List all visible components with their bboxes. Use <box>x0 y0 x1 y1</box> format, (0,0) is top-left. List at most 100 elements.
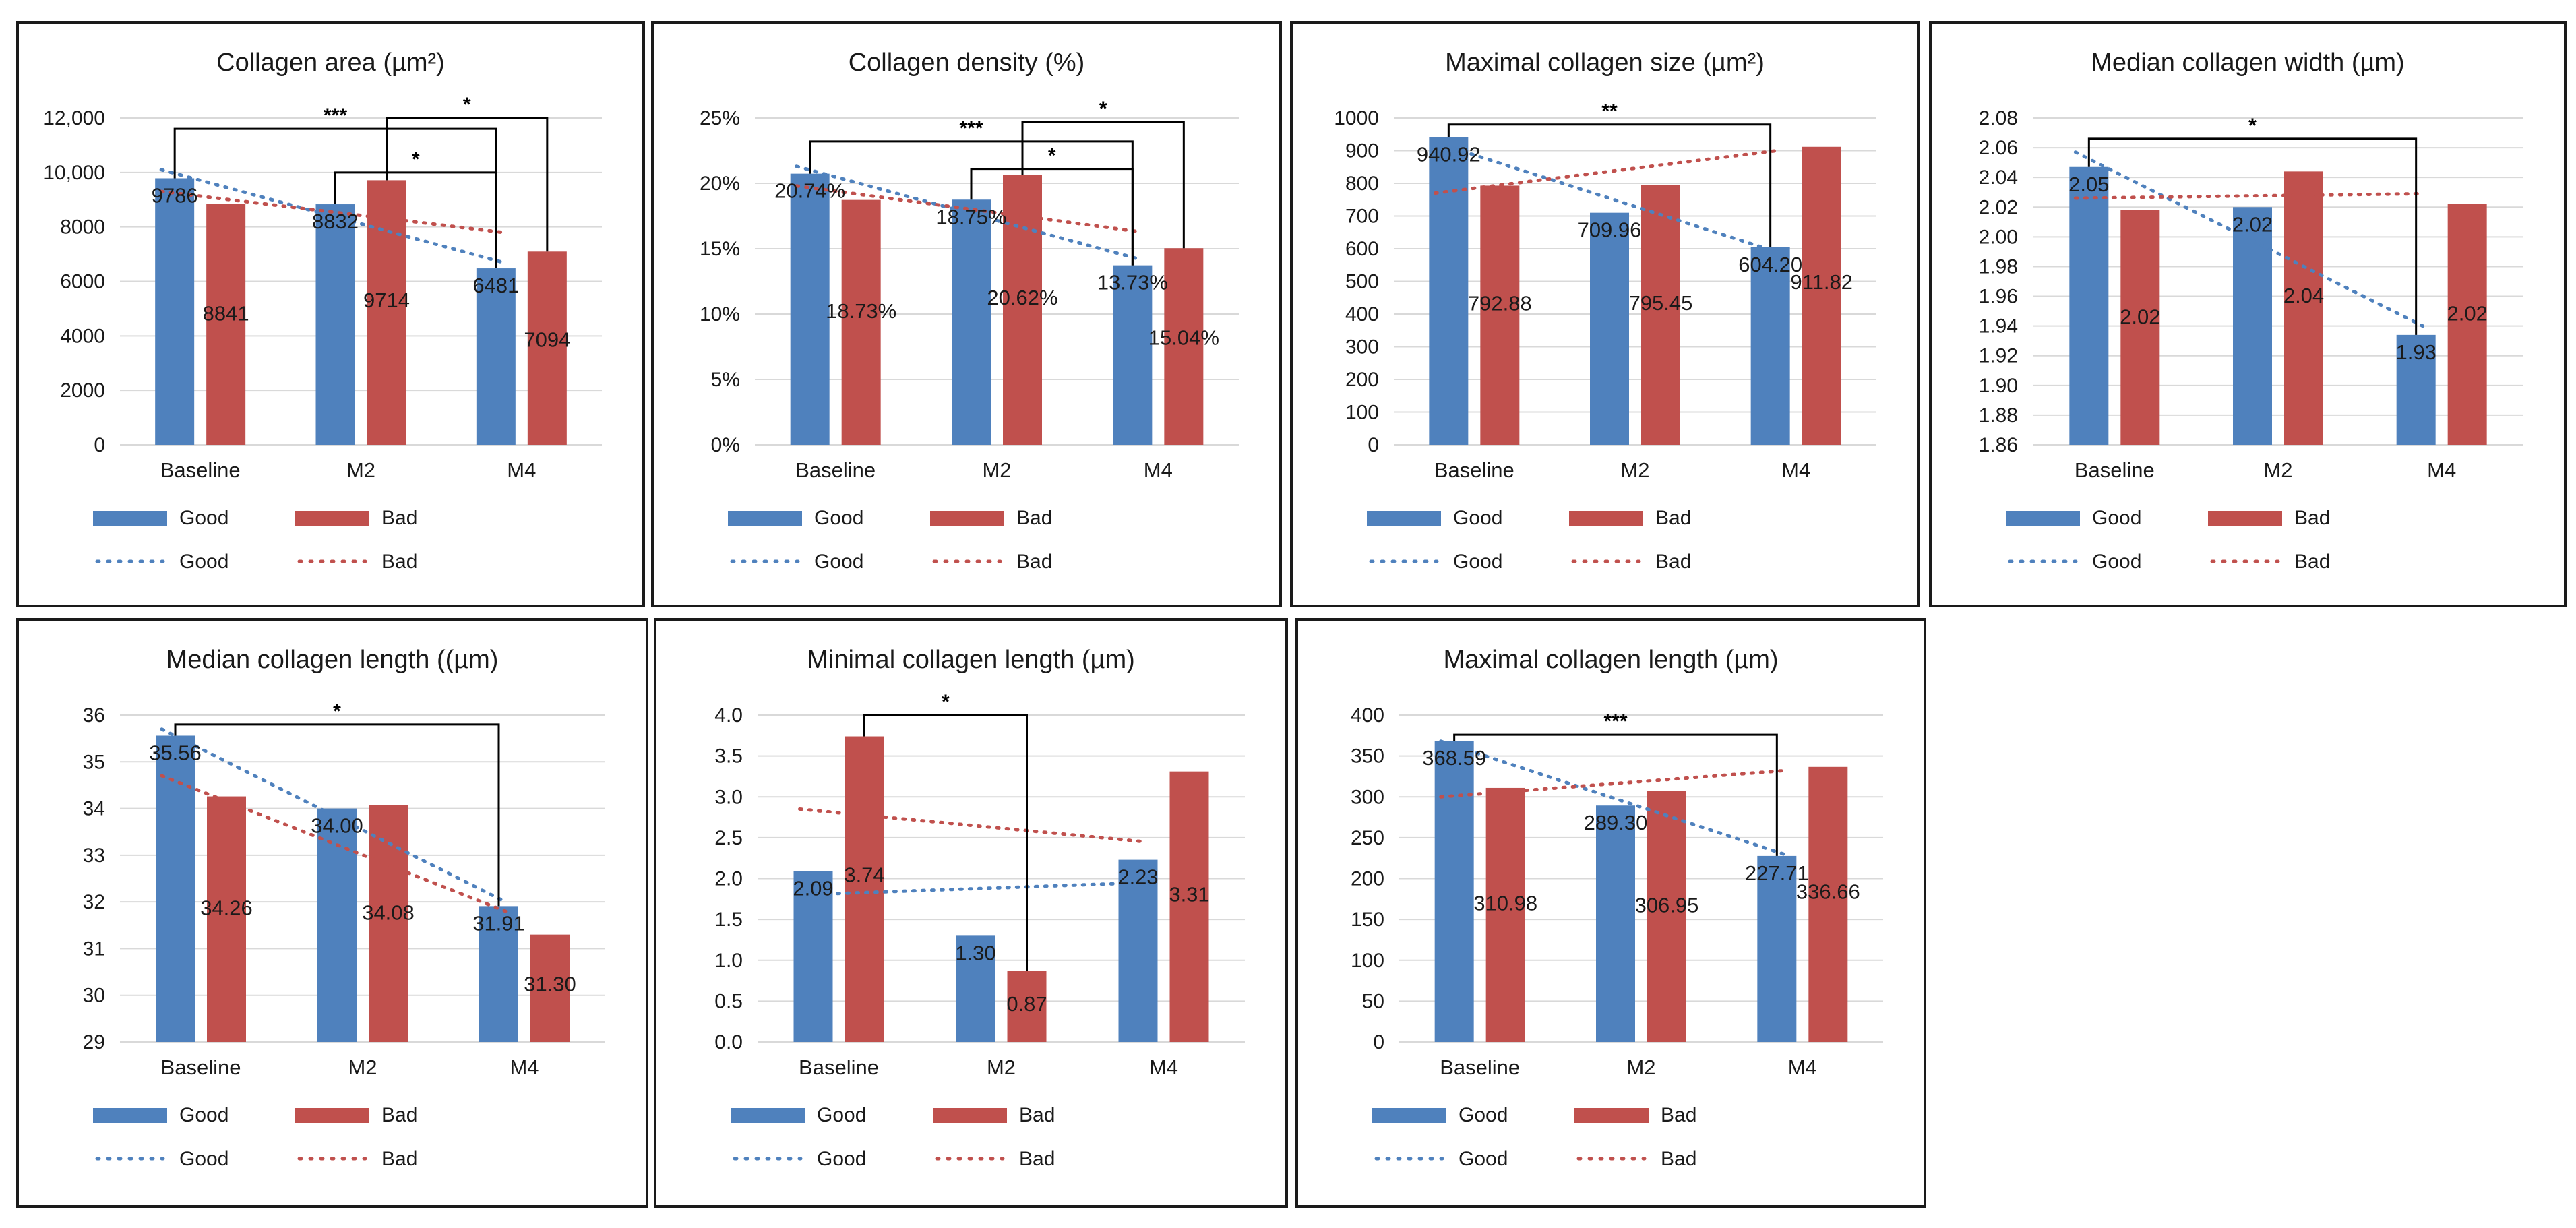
x-category-label: Baseline <box>2075 458 2155 482</box>
bar-good <box>956 935 995 1042</box>
y-tick-label: 10% <box>700 303 740 326</box>
trendline-bad <box>2073 191 2425 200</box>
y-tick-label: 8000 <box>60 216 105 239</box>
legend-label: Bad <box>1019 1104 1055 1126</box>
legend-swatch-good <box>93 1108 167 1123</box>
chart-svg: Median collagen length ((µm) 29 30 31 32 33 34… <box>83 646 605 1170</box>
x-category-label: Baseline <box>799 1055 879 1079</box>
bar-good <box>315 204 355 445</box>
data-label: 2.02 <box>2232 212 2273 236</box>
bar-bad <box>1480 185 1520 445</box>
chart-panel-median-collagen-width: Median collagen width (µm) 1.86 1.88 1.90 1.… <box>1929 21 2567 607</box>
data-label: 2.23 <box>1117 865 1158 889</box>
legend-label: Bad <box>381 1104 417 1126</box>
legend-swatch-good <box>93 511 167 526</box>
bar-bad <box>1802 146 1841 445</box>
x-category-label: Baseline <box>160 458 241 482</box>
bar-bad <box>2120 210 2160 445</box>
y-tick-label: 600 <box>1345 238 1379 260</box>
legend-swatch-bad <box>2208 511 2282 526</box>
y-tick-label: 34 <box>83 798 105 820</box>
significance-marker: * <box>1048 145 1056 167</box>
bar-good <box>952 199 991 445</box>
chart-title: Median collagen length ((µm) <box>166 646 499 674</box>
trendline-good <box>1439 739 1785 856</box>
chart-title: Median collagen width (µm) <box>2091 49 2404 77</box>
legend-label: Good <box>814 551 863 573</box>
y-tick-label: 250 <box>1351 827 1384 849</box>
chart-title: Collagen density (%) <box>849 49 1085 77</box>
data-label: 1.30 <box>955 941 995 964</box>
x-category-label: M4 <box>1788 1055 1817 1079</box>
y-tick-label: 1.98 <box>1979 255 2018 278</box>
y-tick-label: 400 <box>1345 303 1379 326</box>
y-tick-label: 200 <box>1345 369 1379 391</box>
chart-title: Maximal collagen length (µm) <box>1443 646 1778 674</box>
legend-label: Good <box>2092 507 2141 529</box>
data-label: 306.95 <box>1635 893 1699 917</box>
data-label: 34.26 <box>200 896 253 920</box>
significance-marker: * <box>412 148 420 171</box>
chart-svg: Collagen area (µm²) 0 2000 4000 6000 8000 10,0… <box>43 49 602 573</box>
legend-label: Good <box>814 507 863 529</box>
trendline-good <box>2073 150 2425 328</box>
y-tick-label: 2.00 <box>1979 226 2018 248</box>
legend-label: Good <box>179 551 228 573</box>
y-tick-label: 2.08 <box>1979 107 2018 129</box>
legend-swatch-bad <box>1569 511 1643 526</box>
legend-swatch-bad <box>933 1108 1007 1123</box>
significance-bracket <box>174 723 500 907</box>
data-label: 289.30 <box>1584 811 1648 834</box>
significance-marker: * <box>463 94 471 116</box>
y-tick-label: 33 <box>83 845 105 867</box>
trendline-bad <box>1433 149 1779 195</box>
y-tick-label: 0.0 <box>714 1031 743 1053</box>
bar-bad <box>206 204 246 445</box>
significance-marker: *** <box>959 117 983 140</box>
y-tick-label: 30 <box>83 985 105 1007</box>
chart-panel-minimal-collagen-length: Minimal collagen length (µm) 0.0 0.5 1.0 1.5… <box>654 618 1288 1208</box>
bar-bad <box>1641 185 1680 445</box>
chart-svg: Minimal collagen length (µm) 0.0 0.5 1.0 1.5… <box>714 646 1245 1170</box>
data-label: 6481 <box>472 274 519 297</box>
bar-bad <box>1485 787 1525 1042</box>
data-label: 9714 <box>363 288 410 312</box>
y-tick-label: 0% <box>711 434 740 456</box>
significance-bracket <box>970 168 1134 266</box>
legend-label: Bad <box>1019 1148 1055 1170</box>
data-label: 2.02 <box>2447 302 2487 326</box>
y-tick-label: 350 <box>1351 745 1384 768</box>
significance-marker: *** <box>1603 710 1627 733</box>
trendline-good <box>1433 140 1779 254</box>
y-tick-label: 2.06 <box>1979 137 2018 159</box>
trendline-good <box>798 881 1146 897</box>
x-category-label: M4 <box>510 1055 539 1079</box>
y-tick-label: 2.02 <box>1979 196 2018 218</box>
data-label: 709.96 <box>1578 218 1642 242</box>
bar-good <box>1757 855 1797 1042</box>
legend-label: Good <box>179 1104 228 1126</box>
y-tick-label: 1.86 <box>1979 434 2018 456</box>
bar-good <box>1429 137 1469 445</box>
bar-bad <box>1808 766 1848 1042</box>
legend-label: Good <box>1453 551 1502 573</box>
chart-title: Minimal collagen length (µm) <box>807 646 1135 674</box>
significance-marker: *** <box>324 104 347 127</box>
bar-bad <box>2284 171 2323 445</box>
y-tick-label: 500 <box>1345 271 1379 293</box>
data-label: 795.45 <box>1629 291 1693 315</box>
legend-swatch-bad <box>295 1108 369 1123</box>
legend-label: Good <box>817 1148 866 1170</box>
y-tick-label: 5% <box>711 369 740 391</box>
bar-good <box>1118 859 1158 1042</box>
data-label: 18.73% <box>826 299 896 323</box>
bar-good <box>2233 207 2272 445</box>
y-tick-label: 0.5 <box>714 990 743 1012</box>
legend-label: Good <box>179 507 228 529</box>
chart-panel-maximal-collagen-length: Maximal collagen length (µm) 0 50 100 150 200… <box>1295 618 1926 1208</box>
y-tick-label: 800 <box>1345 173 1379 195</box>
y-tick-label: 100 <box>1345 402 1379 424</box>
significance-marker: * <box>333 700 341 723</box>
y-tick-label: 200 <box>1351 868 1384 890</box>
legend-label: Bad <box>1655 551 1691 573</box>
